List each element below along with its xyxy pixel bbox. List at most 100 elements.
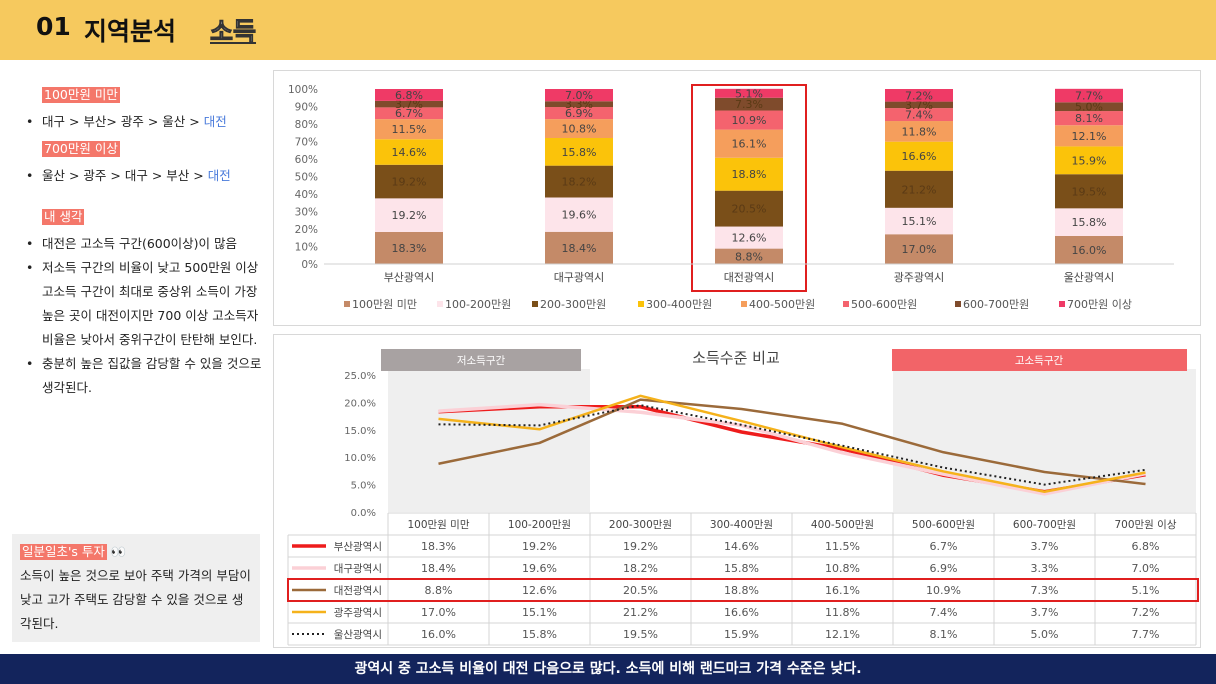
table-cell: 6.8% [1132,540,1160,553]
y-tick-label: 0% [301,259,318,271]
data-label: 3.7% [905,99,933,112]
data-label: 12.1% [1072,130,1107,143]
bar-segment [715,129,783,158]
table-cell: 14.6% [724,540,759,553]
bar-segment [1055,125,1123,147]
table-cell: 15.8% [522,628,557,641]
bar-segment [885,101,953,109]
legend-label: 100-200만원 [445,298,511,311]
legend-swatch [955,301,961,307]
thought-2: 저소득 구간의 비율이 낮고 500만원 이상 고소득 구간이 최대로 중상위 … [20,256,270,352]
data-label: 15.8% [1072,216,1107,229]
series-line [438,402,1146,496]
legend-swatch [741,301,747,307]
table-cell: 16.6% [724,606,759,619]
table-cell: 12.1% [825,628,860,641]
data-label: 11.5% [392,123,427,136]
column-header: 600-700만원 [1013,519,1076,531]
table-cell: 10.8% [825,562,860,575]
series-line [438,394,1146,493]
bar-segment [375,231,443,264]
data-label: 10.8% [562,123,597,136]
bar-segment [715,97,783,111]
table-cell: 3.7% [1031,606,1059,619]
data-label: 18.3% [392,242,427,255]
y-tick-label: 60% [295,154,318,166]
table-cell: 21.2% [623,606,658,619]
table-cell: 15.1% [522,606,557,619]
legend-swatch [843,301,849,307]
bar-segment [885,141,953,171]
y-tick-label: 50% [295,172,318,184]
column-header: 100만원 미만 [407,519,469,531]
row-label: 대전광역시 [334,585,382,597]
table-cell: 7.2% [1132,606,1160,619]
table-cell: 18.2% [623,562,658,575]
table-cell: 12.6% [522,584,557,597]
table-cell: 5.1% [1132,584,1160,597]
table-cell: 18.8% [724,584,759,597]
bar-segment [545,107,613,120]
data-label: 7.3% [735,98,763,111]
stacked-bar-chart: 0% 10% 20% 30% 40% 50% 60% 70% 80% 90% 100% 18.3% 19… [288,84,1174,311]
data-label: 16.0% [1072,244,1107,257]
table-cell: 6.7% [930,540,958,553]
bar-segment [545,101,613,108]
data-label: 12.6% [732,232,767,245]
line-chart-panel: 저소득구간 고소득구간 소득수준 비교 0.0% 5.0% 10.0% 15.0% 20.0%… [273,334,1201,648]
low-income-band [388,369,590,512]
high-income-header [892,349,1187,371]
y-tick-label: 100% [288,84,318,96]
data-label: 16.6% [902,150,937,163]
table-cell: 16.0% [421,628,456,641]
bar-segment [545,197,613,232]
legend-swatch [532,301,538,307]
highlight-row-box [287,578,1199,602]
data-label: 15.1% [902,215,937,228]
bar-segment [885,108,953,122]
table-cell: 8.1% [930,628,958,641]
bar-segment [715,248,783,264]
legend-label: 100만원 미만 [352,298,417,311]
bar-segment [1055,208,1123,236]
table-cell: 3.7% [1031,540,1059,553]
data-label: 5.1% [735,87,763,100]
low-income-header [381,349,581,371]
bar-segment [375,100,443,108]
bar-segment [885,234,953,264]
category-label: 광주광역시 [894,271,945,284]
legend-swatch [1059,301,1065,307]
high-income-label: 고소득구간 [1015,355,1064,367]
table-cell: 15.8% [724,562,759,575]
data-label: 18.8% [732,168,767,181]
category-label: 부산광역시 [384,271,435,284]
bar-segment [375,164,443,199]
y-tick-label: 5.0% [351,481,376,492]
table-cell: 11.8% [825,606,860,619]
table-cell: 7.0% [1132,562,1160,575]
data-label: 19.2% [392,209,427,222]
thought-1: 대전은 고소득 구간(600이상)이 많음 [20,232,270,256]
thought-3: 충분히 높은 집값을 감당할 수 있을 것으로 생각된다. [20,352,270,400]
table-cell: 16.1% [825,584,860,597]
table-cell: 18.4% [421,562,456,575]
legend-label: 400-500만원 [749,298,815,311]
data-label: 16.1% [732,138,767,151]
series-line [438,398,1146,486]
data-label: 7.2% [905,89,933,102]
bar-segment [885,170,953,208]
note-tag: 일분일초's 투자 [20,544,107,560]
footer-summary: 광역시 중 고소득 비율이 대전 다음으로 많다. 소득에 비해 랜드마크 가격… [0,654,1216,684]
bar-segment [375,198,443,232]
column-header: 500-600만원 [912,519,975,531]
eyes-icon: 👀 [110,544,127,559]
row-label: 광주광역시 [334,607,382,619]
y-tick-label: 70% [295,137,318,149]
highlight-box [691,84,807,292]
data-label: 20.5% [732,203,767,216]
bar-segment [1055,236,1123,264]
data-label: 21.2% [902,183,937,196]
table-cell: 15.9% [724,628,759,641]
table-cell: 11.5% [825,540,860,553]
income-line-chart: 저소득구간 고소득구간 소득수준 비교 0.0% 5.0% 10.0% 15.0% 20.0%… [287,349,1199,646]
